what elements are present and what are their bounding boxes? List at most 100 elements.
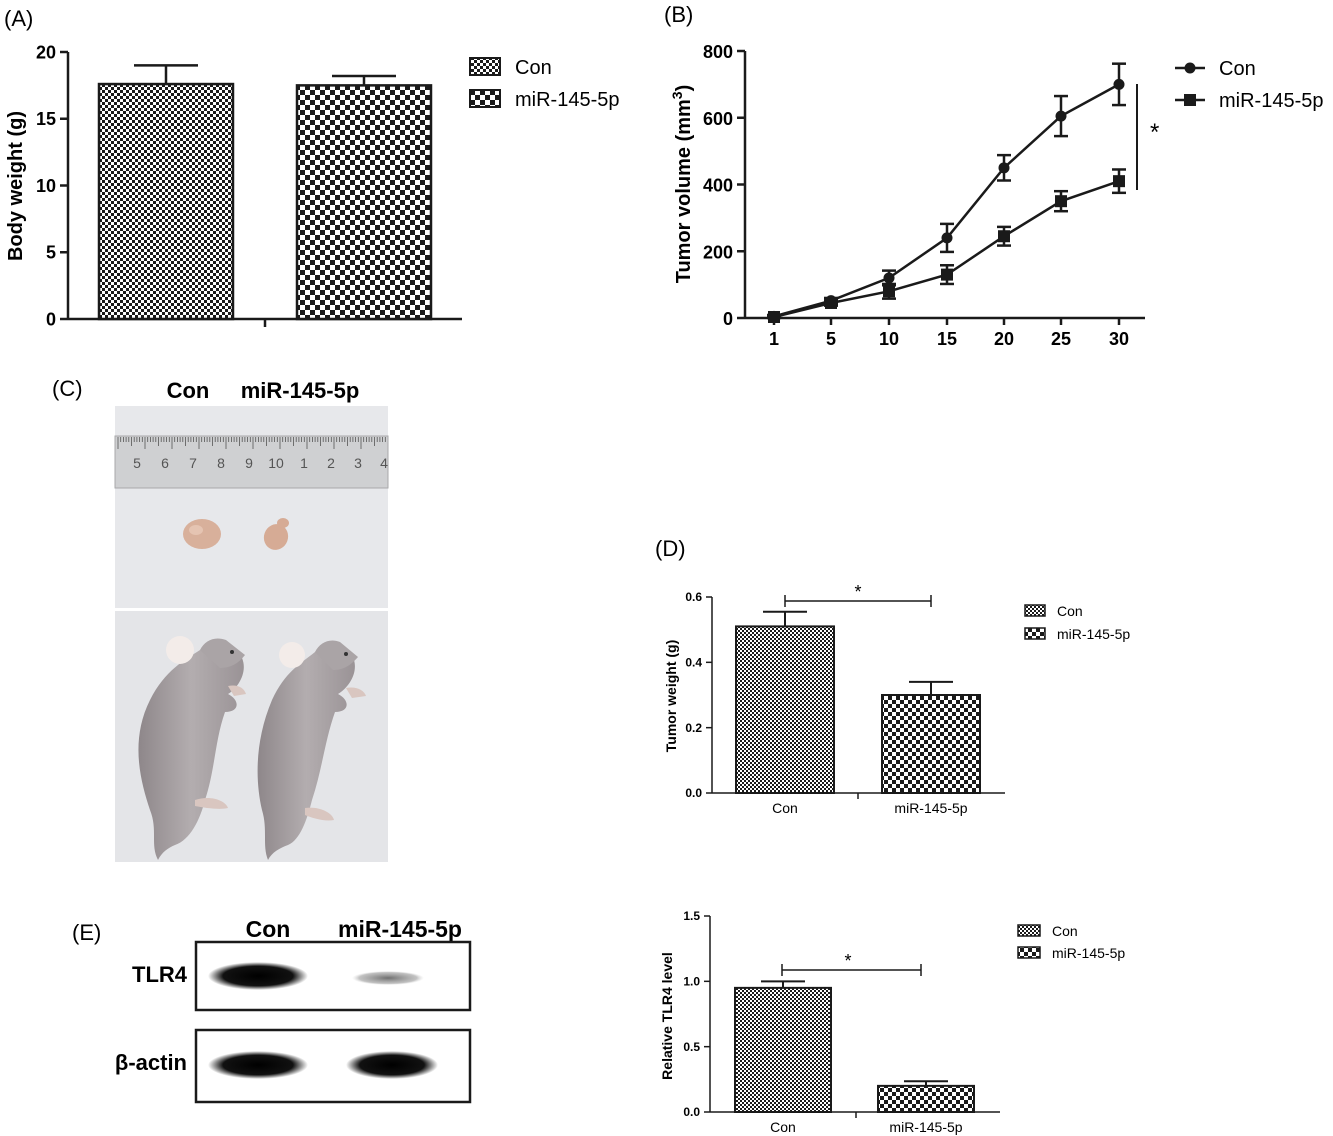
y-tick-label: 0.0: [685, 786, 702, 800]
significance-star: *: [844, 951, 851, 971]
ruler-number: 4: [380, 455, 388, 471]
blot-row-tlr4: TLR4: [132, 962, 188, 987]
panel-e-legend: Con miR-145-5p: [1017, 923, 1125, 961]
legend-label-mir: miR-145-5p: [1052, 945, 1125, 961]
bar-con: [735, 625, 835, 795]
panel-d-legend: Con miR-145-5p: [1024, 603, 1130, 642]
ruler-number: 9: [245, 455, 253, 471]
data-point-con: [998, 162, 1010, 174]
y-tick-label: 400: [703, 176, 733, 196]
legend-label-mir: miR-145-5p: [1057, 626, 1130, 642]
legend-label-con: Con: [1052, 923, 1078, 939]
panel-e-y-axis-label: Relative TLR4 level: [659, 952, 675, 1080]
legend-label-con: Con: [1219, 58, 1256, 80]
y-tick-label: 0.6: [685, 590, 702, 604]
y-tick-label: 1.0: [683, 975, 700, 989]
data-point-con: [941, 232, 953, 244]
y-tick-label: 0: [723, 309, 733, 329]
photo-column-mir: miR-145-5p: [241, 378, 360, 403]
ruler-number: 7: [189, 455, 197, 471]
legend-label-con: Con: [515, 57, 552, 79]
y-tick-label: 800: [703, 42, 733, 62]
ruler-number: 8: [217, 455, 225, 471]
legend-swatch-mir: [469, 89, 501, 108]
panel-e-bars: Con miR-145-5p: [734, 980, 975, 1135]
y-tick-label: 0: [46, 309, 56, 329]
band-tlr4-con: [208, 962, 308, 990]
data-point-mir: [768, 310, 780, 323]
panel-c-photograph: (C) Con miR-145-5p 5 6 7 8 9 10 1 2 3 4: [52, 376, 389, 862]
data-point-mir: [825, 296, 837, 309]
legend-marker-circle: [1184, 62, 1196, 74]
panel-a-body-weight-chart: (A) 0 5 10 15 20 Body weight (g) Con miR-145…: [4, 6, 619, 329]
panel-d-tumor-weight-chart: (D) 0.0 0.2 0.4 0.6 Tumor weight (g) Con miR…: [655, 536, 1130, 816]
panel-a-y-axis-label: Body weight (g): [5, 111, 27, 261]
band-actin-mir: [346, 1051, 438, 1079]
blot-column-mir: miR-145-5p: [338, 916, 462, 942]
y-tick-label: 600: [703, 109, 733, 129]
y-tick-label: 0.2: [685, 721, 702, 735]
data-point-con: [1113, 78, 1125, 90]
legend-label-mir: miR-145-5p: [1219, 90, 1323, 112]
y-tick-label: 20: [36, 42, 56, 62]
panel-d-y-axis-label: Tumor weight (g): [663, 640, 679, 753]
x-tick-label: 1: [769, 329, 779, 349]
x-tick-label: Con: [772, 800, 798, 816]
data-point-mir: [1113, 175, 1125, 188]
panel-d-bars: Con miR-145-5p: [735, 610, 981, 816]
significance-star: *: [854, 582, 861, 602]
panel-b-legend: Con miR-145-5p: [1175, 58, 1323, 112]
data-point-mir: [998, 230, 1010, 243]
blot-row-beta-actin: β-actin: [115, 1050, 187, 1075]
data-point-mir: [941, 268, 953, 281]
x-tick-label: 15: [937, 329, 957, 349]
panel-e-relative-tlr4-chart: 0.0 0.5 1.0 1.5 Relative TLR4 level Con miR-…: [659, 909, 1125, 1135]
ruler-number: 5: [133, 455, 141, 471]
panel-a-legend: Con miR-145-5p: [469, 57, 619, 111]
band-actin-con: [208, 1051, 308, 1079]
y-tick-label: 15: [36, 109, 56, 129]
y-tick-label: 1.5: [683, 909, 700, 923]
ruler-numbers: 5 6 7 8 9 10 1 2 3 4: [133, 455, 388, 471]
ruler-number: 6: [161, 455, 169, 471]
x-tick-label: miR-145-5p: [894, 800, 967, 816]
y-tick-label: 5: [46, 243, 56, 263]
x-tick-label: 20: [994, 329, 1014, 349]
mouse-con: [138, 636, 246, 860]
ruler-number: 1: [300, 455, 308, 471]
legend-marker-square: [1184, 94, 1196, 106]
x-tick-label: 5: [826, 329, 836, 349]
panel-b-significance: *: [1136, 84, 1159, 190]
panel-e-western-blot: (E) Con miR-145-5p TLR4 β-actin: [72, 916, 472, 1104]
panel-e-label: (E): [72, 920, 101, 945]
blot-column-con: Con: [246, 916, 291, 942]
ruler: [114, 435, 389, 489]
y-tick-label: 0.5: [683, 1040, 700, 1054]
data-point-mir: [1055, 195, 1067, 208]
band-tlr4-mir: [352, 971, 424, 985]
panel-d-significance: *: [784, 582, 932, 607]
panel-b-y-axis-label: Tumor volume (mm3): [669, 85, 695, 284]
x-tick-label: 25: [1051, 329, 1071, 349]
y-tick-label: 200: [703, 242, 733, 262]
ruler-number: 10: [268, 455, 284, 471]
tumor-mir: [263, 524, 289, 550]
legend-swatch-con: [469, 57, 501, 76]
panel-a-bars: [97, 64, 433, 321]
bar-con: [97, 82, 235, 321]
panel-d-label: (D): [655, 536, 686, 561]
y-tick-label: 0.4: [685, 656, 702, 670]
ruler-ticks: [117, 437, 386, 449]
data-point-mir: [883, 285, 895, 298]
data-point-con: [883, 272, 895, 284]
x-tick-label: 30: [1109, 329, 1129, 349]
panel-b-label: (B): [664, 2, 693, 27]
x-tick-label: 10: [879, 329, 899, 349]
data-point-con: [1055, 110, 1067, 122]
mouse-mir: [257, 640, 366, 860]
legend-label-con: Con: [1057, 603, 1083, 619]
tumor-con: [183, 519, 221, 549]
